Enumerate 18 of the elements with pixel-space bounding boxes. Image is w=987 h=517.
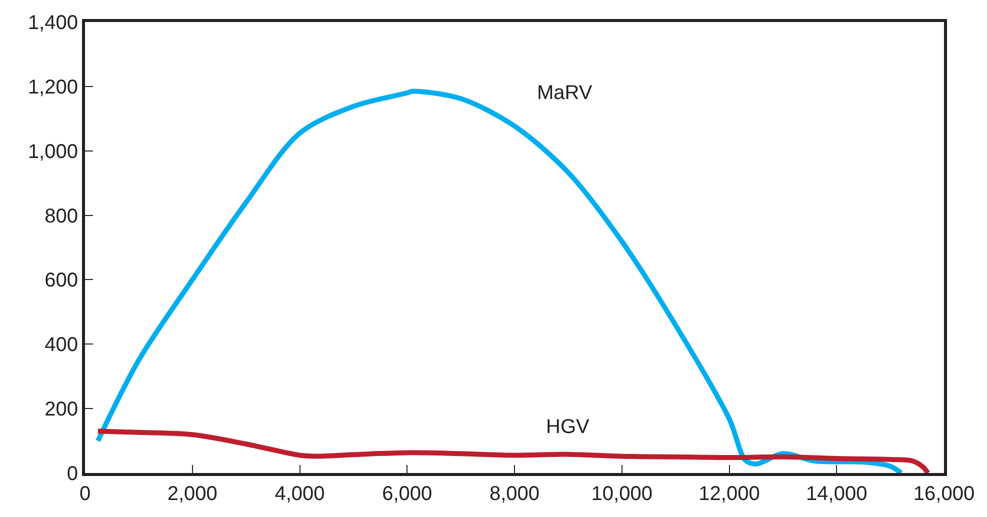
x-tick-label: 14,000	[806, 483, 868, 505]
x-tick-label: 8,000	[489, 483, 540, 505]
x-tick-label: 12,000	[698, 483, 760, 505]
x-tick-label: 10,000	[591, 483, 652, 505]
y-tick-label: 1,400	[28, 12, 78, 34]
y-tick-label: 400	[44, 334, 78, 356]
series-label: MaRV	[537, 82, 593, 104]
y-tick-label: 800	[44, 205, 78, 228]
x-tick-label: 2,000	[167, 483, 218, 505]
y-tick-label: 1,000	[28, 140, 78, 163]
series-label: HGV	[546, 416, 590, 438]
y-tick-label: 1,200	[28, 76, 78, 98]
x-tick-label: 16,000	[913, 483, 975, 505]
x-tick-label: 4,000	[274, 483, 325, 505]
y-tick-label: 600	[44, 270, 78, 292]
x-tick-label: 6,000	[382, 483, 432, 505]
y-tick-label: 0	[66, 463, 78, 485]
y-tick-label: 200	[44, 398, 78, 421]
